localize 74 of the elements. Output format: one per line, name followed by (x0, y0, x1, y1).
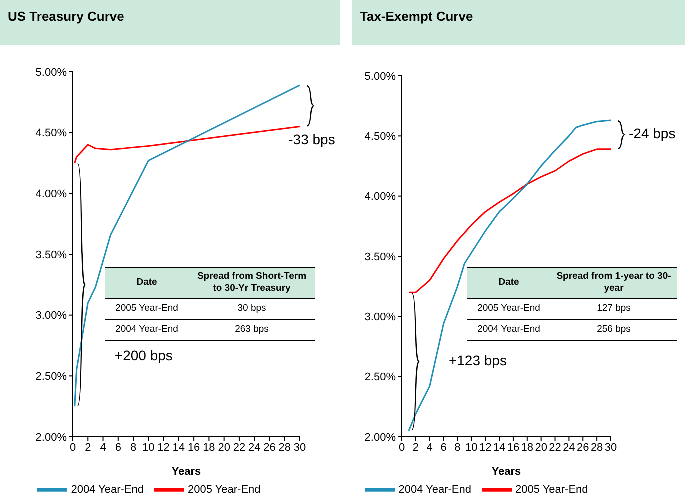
chart-title: US Treasury Curve (8, 9, 124, 24)
y-tick-label: 3.50% (364, 251, 396, 264)
x-tick-label: 30 (604, 442, 618, 454)
chart-title: Tax-Exempt Curve (360, 9, 474, 24)
x-tick-label: 0 (70, 442, 76, 454)
x-tick-label: 12 (158, 442, 170, 454)
annotation: 2004 Year-End (476, 323, 542, 337)
legend-label: 2004 Year-End (71, 484, 144, 495)
x-tick-label: 26 (264, 442, 276, 454)
annotation: 2004 Year-End (114, 323, 180, 337)
annotation: +123 bps (448, 352, 507, 368)
x-tick-label: 12 (479, 442, 492, 454)
y-tick-label: 4.50% (364, 131, 396, 144)
table-row: 2004 Year-End 256 bps (467, 320, 677, 340)
x-tick-label: 30 (294, 442, 306, 454)
annotation: +200 bps (114, 348, 173, 364)
x-tick-label: 22 (233, 442, 246, 454)
x-tick-label: 4 (100, 442, 106, 454)
y-tick-label: 2.50% (36, 371, 68, 384)
annotation: Date (498, 276, 520, 290)
x-tick-label: 20 (535, 442, 548, 454)
annotation: -33 bps (288, 131, 336, 148)
annotation: 263 bps (234, 323, 270, 337)
annotation: 127 bps (596, 302, 632, 316)
x-tick-label: 4 (426, 442, 433, 454)
y-tick-label: 4.50% (36, 128, 68, 140)
x-tick-label: 0 (398, 442, 406, 454)
y-tick-label: 4.00% (36, 188, 68, 201)
x-tick-label: 14 (493, 442, 506, 454)
annotation: Date (136, 276, 158, 290)
table-row: 2005 Year-End 127 bps (467, 298, 677, 320)
x-tick-label: 6 (440, 442, 447, 454)
y-tick-label: 3.50% (36, 249, 68, 262)
x-tick-label: 6 (115, 442, 122, 454)
annotation: Spread from 1-year to 30-year (556, 270, 672, 296)
x-tick-label: 2 (85, 442, 92, 454)
legend-label: 2004 Year-End (398, 484, 472, 495)
legend-label: 2005 Year-End (188, 484, 261, 495)
x-tick-label: 16 (188, 442, 200, 454)
x-tick-label: 14 (172, 442, 186, 454)
y-tick-label: 2.50% (364, 372, 396, 384)
x-tick-label: 10 (466, 442, 478, 454)
x-tick-label: 22 (549, 442, 562, 454)
annotation: 30 bps (236, 302, 268, 316)
y-tick-label: 5.00% (364, 70, 396, 83)
y-tick-label: 2.00% (36, 432, 68, 444)
annotation: 2005 Year-End (114, 302, 180, 316)
x-tick-label: 18 (203, 442, 216, 454)
table-row: 2004 Year-End 263 bps (105, 320, 315, 340)
y-tick-label: 2.00% (364, 432, 396, 444)
x-tick-label: 10 (142, 442, 155, 454)
x-tick-label: 26 (577, 442, 590, 454)
x-tick-label: 24 (563, 442, 576, 454)
x-tick-label: 2 (412, 442, 419, 454)
x-tick-label: 28 (590, 442, 604, 454)
annotation: 2005 Year-End (476, 302, 542, 316)
x-tick-label: 18 (521, 442, 534, 454)
x-tick-label: 28 (278, 442, 291, 454)
y-tick-label: 3.00% (36, 310, 68, 322)
legend-label: 2005 Year-End (516, 484, 588, 495)
x-tick-label: 24 (248, 442, 261, 454)
x-tick-label: 8 (454, 442, 461, 454)
x-tick-label: 16 (507, 442, 520, 454)
y-tick-label: 5.00% (36, 66, 68, 79)
y-tick-label: 3.00% (364, 312, 396, 324)
x-tick-label: 20 (218, 442, 230, 454)
x-tick-label: 8 (130, 442, 137, 454)
annotation: 256 bps (596, 323, 632, 337)
x-axis-title: Years (172, 466, 202, 478)
y-tick-label: 4.00% (364, 191, 396, 204)
x-axis-title: Years (492, 466, 522, 478)
annotation: Spread from Short-Term to 30-Yr Treasury (196, 270, 308, 296)
text: -24 bps (629, 126, 676, 142)
table-row: 2005 Year-End 30 bps (105, 298, 315, 320)
